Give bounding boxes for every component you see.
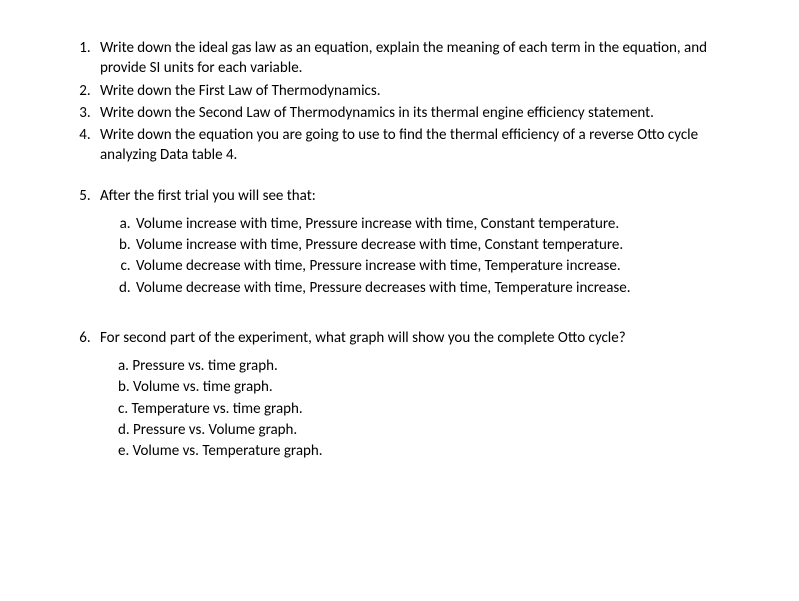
question-6: For second part of the experiment, what … — [94, 328, 751, 462]
question-6-option-a: a. Pressure vs. time graph. — [118, 356, 751, 376]
question-6-option-e: e. Volume vs. Temperature graph. — [118, 441, 751, 461]
option-text: Volume increase with time, Pressure decr… — [136, 236, 623, 254]
document-page: Write down the ideal gas law as an equat… — [0, 0, 799, 461]
question-5-options: Volume increase with time, Pressure incr… — [100, 214, 751, 298]
option-text: Volume increase with time, Pressure incr… — [136, 215, 619, 233]
option-text: Volume decrease with time, Pressure incr… — [136, 257, 621, 275]
question-6-option-d: d. Pressure vs. Volume graph. — [118, 420, 751, 440]
question-5-option-a: Volume increase with time, Pressure incr… — [134, 214, 751, 234]
question-6-option-c: c. Temperature vs. time graph. — [118, 399, 751, 419]
question-5-option-c: Volume decrease with time, Pressure incr… — [134, 256, 751, 276]
question-5-option-d: Volume decrease with time, Pressure decr… — [134, 278, 751, 298]
question-1: Write down the ideal gas law as an equat… — [94, 38, 751, 79]
question-5-option-b: Volume increase with time, Pressure decr… — [134, 235, 751, 255]
question-4-text: Write down the equation you are going to… — [100, 126, 698, 164]
question-6-text: For second part of the experiment, what … — [100, 329, 626, 347]
question-4: Write down the equation you are going to… — [94, 125, 751, 166]
question-list: Write down the ideal gas law as an equat… — [48, 38, 751, 461]
question-6-option-b: b. Volume vs. time graph. — [118, 377, 751, 397]
question-2: Write down the First Law of Thermodynami… — [94, 81, 751, 101]
question-1-text: Write down the ideal gas law as an equat… — [100, 39, 707, 77]
question-2-text: Write down the First Law of Thermodynami… — [100, 82, 381, 100]
question-5-text: After the first trial you will see that: — [100, 187, 316, 205]
question-3-text: Write down the Second Law of Thermodynam… — [100, 104, 654, 122]
question-3: Write down the Second Law of Thermodynam… — [94, 103, 751, 123]
question-6-options: a. Pressure vs. time graph. b. Volume vs… — [100, 356, 751, 461]
option-text: Volume decrease with time, Pressure decr… — [136, 279, 631, 297]
question-5: After the first trial you will see that:… — [94, 186, 751, 298]
